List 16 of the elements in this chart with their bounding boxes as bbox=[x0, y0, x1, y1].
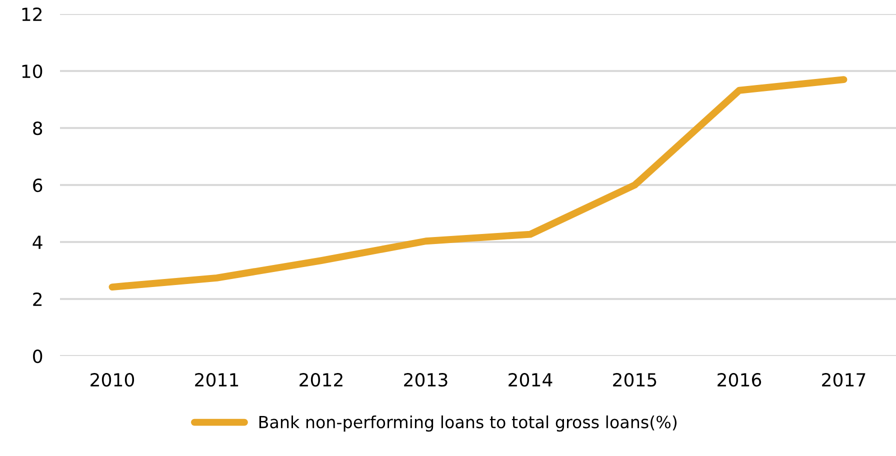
y-tick-label: 0 bbox=[33, 349, 42, 364]
y-tick-label: 4 bbox=[32, 236, 42, 249]
x-tick-label: 2016 bbox=[718, 372, 762, 387]
x-tick-label: 2015 bbox=[613, 372, 656, 387]
x-tick-label: 2017 bbox=[822, 372, 866, 387]
y-tick-label: 12 bbox=[22, 7, 42, 21]
y-tick-label: 2 bbox=[33, 292, 42, 306]
x-tick-label: 2013 bbox=[404, 372, 448, 387]
y-tick-label: 8 bbox=[33, 121, 42, 136]
x-tick-label: 2010 bbox=[90, 372, 134, 387]
x-tick-label: 2012 bbox=[300, 372, 342, 387]
legend-label: Bank non-performing loans to total gross loans(%) bbox=[259, 415, 677, 432]
y-tick-label: 10 bbox=[22, 64, 42, 78]
x-tick-label: 2014 bbox=[508, 372, 552, 387]
y-tick-label: 6 bbox=[33, 178, 42, 192]
x-tick-label: 2011 bbox=[195, 372, 238, 387]
